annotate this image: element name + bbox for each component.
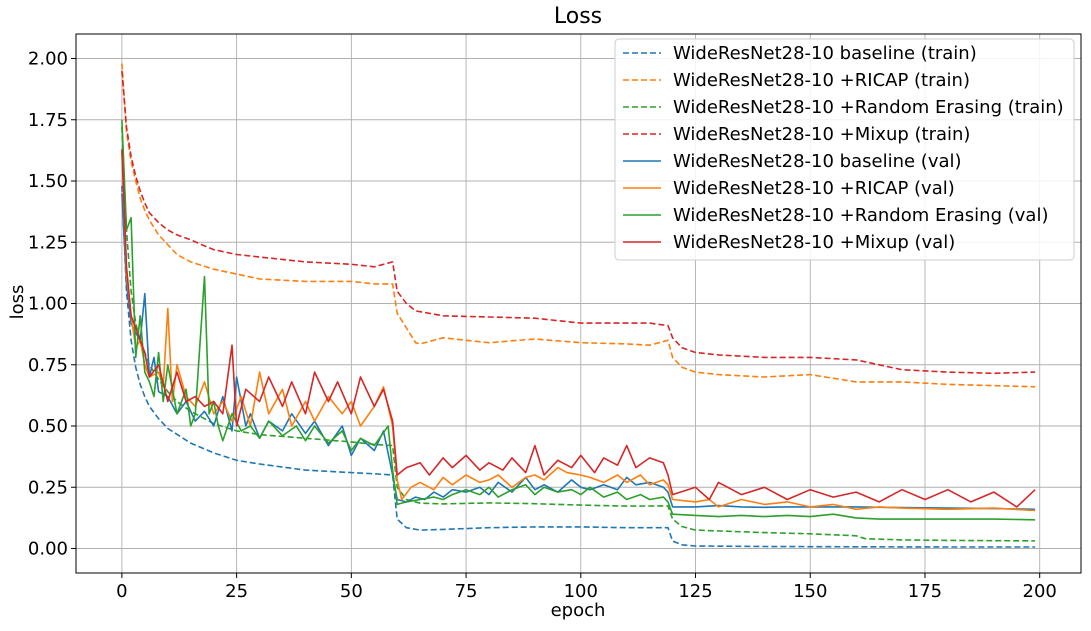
y-tick-label: 1.25 (28, 232, 68, 253)
x-tick-label: 75 (455, 581, 478, 602)
x-axis-label: epoch (551, 600, 606, 621)
axis-ticks: 0 25 50 75 100 125 150 175 200 0.00 0.25 0.50 0.75 1.… (28, 49, 1057, 603)
y-tick-label: 1.00 (28, 294, 68, 315)
x-tick-label: 150 (793, 581, 827, 602)
series-line-wideresnet28-10-baseline-val (121, 193, 1036, 511)
y-tick-label: 0.50 (28, 416, 68, 437)
x-tick-label: 25 (225, 581, 248, 602)
y-tick-label: 0.75 (28, 355, 68, 376)
legend-label: WideResNet28-10 +Mixup (train) (673, 124, 970, 145)
legend-label: WideResNet28-10 +Mixup (val) (673, 232, 955, 253)
legend-label: WideResNet28-10 +Random Erasing (val) (673, 205, 1048, 226)
y-tick-label: 0.00 (28, 539, 68, 560)
series-lines (121, 63, 1036, 548)
y-tick-label: 2.00 (28, 49, 68, 70)
legend-box (614, 38, 1075, 261)
y-tick-label: 0.25 (28, 477, 68, 498)
series-line-wideresnet28-10-ricap-train (121, 63, 1036, 388)
x-tick-label: 125 (678, 581, 712, 602)
x-tick-label: 175 (908, 581, 942, 602)
x-tick-label: 200 (1023, 581, 1057, 602)
x-tick-label: 50 (340, 581, 363, 602)
series-line-wideresnet28-10-mixup-val (121, 149, 1036, 508)
legend: WideResNet28-10 baseline (train) WideResN… (614, 38, 1075, 261)
y-tick-label: 1.50 (28, 171, 68, 192)
legend-label: WideResNet28-10 baseline (val) (673, 151, 962, 172)
series-line-wideresnet28-10-baseline-train (121, 185, 1036, 548)
legend-label: WideResNet28-10 baseline (train) (673, 43, 977, 64)
y-axis-label: loss (7, 285, 28, 320)
plot-frame (75, 33, 1082, 574)
x-tick-label: 100 (564, 581, 598, 602)
legend-label: WideResNet28-10 +RICAP (val) (673, 178, 955, 199)
x-tick-label: 0 (116, 581, 127, 602)
legend-label: WideResNet28-10 +Random Erasing (train) (673, 97, 1064, 118)
series-line-wideresnet28-10-random-erasing-train (121, 127, 1036, 542)
y-tick-label: 1.75 (28, 110, 68, 131)
chart-title: Loss (554, 4, 602, 29)
legend-label: WideResNet28-10 +RICAP (train) (673, 70, 970, 91)
